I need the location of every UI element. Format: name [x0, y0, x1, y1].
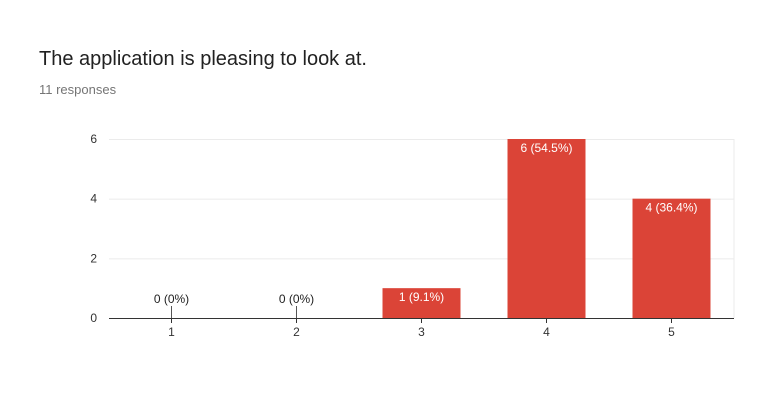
data-labels: 0 (0%) 0 (0%) 1 (9.1%) 6 (54.5%) 4 (36.4%): [154, 141, 698, 306]
axes: 0 2 4 6 1 2 3 4 5: [90, 132, 734, 339]
data-label: 4 (36.4%): [645, 201, 697, 215]
y-tick-label: 6: [90, 132, 97, 146]
data-label: 1 (9.1%): [399, 290, 444, 304]
response-count: 11 responses: [39, 82, 117, 97]
y-tick-label: 2: [90, 251, 97, 265]
y-tick-label: 0: [90, 311, 97, 325]
data-label: 6 (54.5%): [520, 141, 572, 155]
bar: [632, 198, 711, 318]
x-tick-label: 5: [668, 325, 675, 339]
data-label: 0 (0%): [279, 292, 314, 306]
x-tick-label: 1: [168, 325, 175, 339]
bars: [171, 139, 711, 318]
gridlines: [109, 139, 735, 318]
bar: [382, 288, 461, 318]
x-tick-label: 3: [418, 325, 425, 339]
data-label: 0 (0%): [154, 292, 189, 306]
y-tick-label: 4: [90, 192, 97, 206]
chart-title: The application is pleasing to look at.: [39, 48, 367, 70]
x-tick-label: 4: [543, 325, 550, 339]
x-tick-label: 2: [293, 325, 300, 339]
bar: [507, 139, 586, 318]
